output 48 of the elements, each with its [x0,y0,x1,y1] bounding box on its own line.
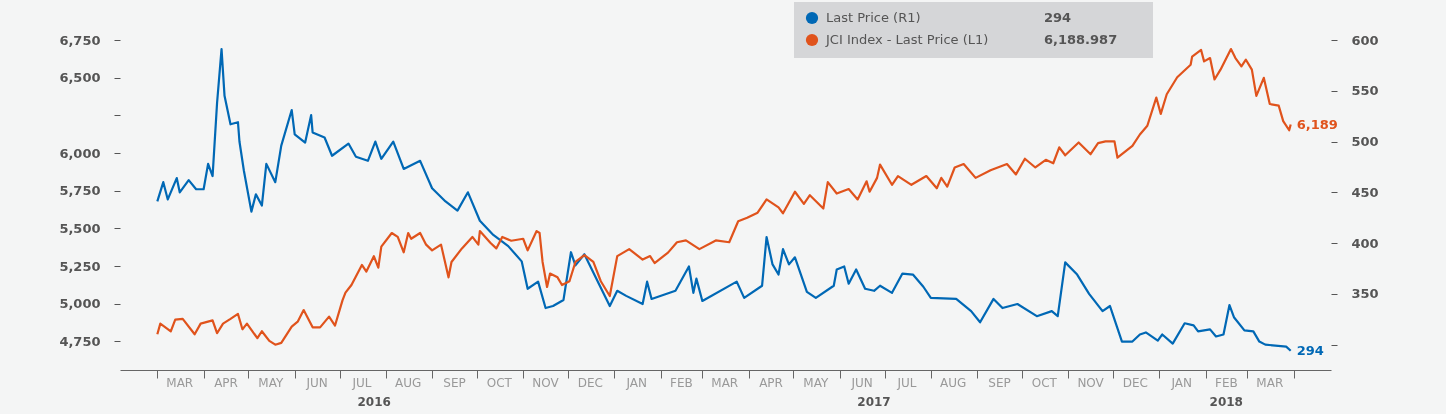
legend-label: JCI Index - Last Price (L1) [825,32,989,47]
x-tick-label: JAN [625,376,647,390]
y2-tick-label: 600 [1351,32,1379,48]
y-tick-label: 6,000 [59,145,101,161]
x-tick-label: AUG [395,376,422,390]
x-tick-label: DEC [577,376,603,390]
annotation: 6,188.987 [1044,32,1118,47]
data-label: 6,189 [1296,116,1338,132]
y-tick-label: 5,000 [59,296,101,312]
y-tick-label: 4,750 [59,333,101,349]
x-tick-label: SEP [443,376,466,390]
x-tick-label: FEB [1215,376,1238,390]
y-tick-label: 5,500 [59,220,101,236]
x-tick-label: MAR [166,376,194,390]
y-tick-label: 6,750 [59,32,101,48]
x-tick-label: MAY [258,376,284,390]
x-tick-label: JAN [1170,376,1192,390]
x-tick-label: NOV [1077,376,1105,390]
text: 294 [1044,10,1072,25]
legend-label: Last Price (R1) [826,10,921,25]
data-label: 294 [1296,342,1324,358]
x-tick-label: MAR [711,376,739,390]
x-tick-label: JUL [896,376,917,390]
y-tick-label: 6,500 [59,70,101,86]
y2-tick-label: 550 [1351,83,1379,99]
x-tick-label: JUN [305,376,328,390]
x-tick-label: DEC [1122,376,1148,390]
x-tick-label: AUG [940,376,967,390]
x-tick-label: JUL [351,376,372,390]
x-tick-label: MAR [1256,376,1284,390]
x-tick-label: MAY [803,376,829,390]
x-tick-label: FEB [670,376,693,390]
y2-tick-label: 400 [1351,235,1379,251]
x-tick-label: OCT [486,376,513,390]
x-tick-label: JUN [850,376,873,390]
y2-tick-label: 350 [1351,286,1379,302]
y2-tick-label: 450 [1351,184,1379,200]
y-tick-label: 5,750 [59,183,101,199]
x-tick-label: APR [214,376,238,390]
x-tick-label: APR [759,376,783,390]
text: 2018 [1209,395,1243,409]
x-tick-label: OCT [1031,376,1058,390]
y-tick-label: 5,250 [59,258,101,274]
text: 2016 [357,395,391,409]
x-tick-label: SEP [988,376,1011,390]
text: 2017 [857,395,891,409]
x-tick-label: NOV [532,376,560,390]
y2-tick-label: 500 [1351,134,1379,150]
